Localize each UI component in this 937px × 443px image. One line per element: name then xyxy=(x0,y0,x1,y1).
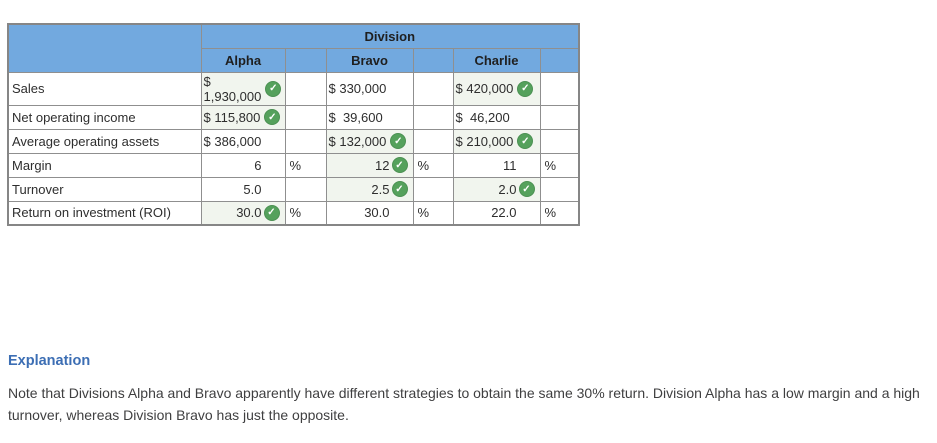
cell-text: 2.5 xyxy=(371,181,390,197)
value-cell-sales-bravo: $ 330,000 xyxy=(325,71,414,106)
cell-text: 6 xyxy=(254,157,262,173)
table-row-margin: Margin 6 % 12 ✓ % 11 % xyxy=(7,152,580,178)
cell-text: 30.0 xyxy=(236,205,262,221)
column-header-bravo: Bravo xyxy=(325,47,414,73)
unit-cell-aoa-alpha xyxy=(284,128,327,154)
division-header: Division xyxy=(200,23,580,49)
check-icon: ✓ xyxy=(391,181,408,197)
value-cell-margin-bravo: 12 ✓ xyxy=(325,152,414,178)
unit-cell-margin-charlie: % xyxy=(539,152,580,178)
results-table-container: Division Alpha Bravo Charlie Sales $ 1,9… xyxy=(7,23,580,226)
unit-header-bravo xyxy=(412,47,454,73)
check-slot: ✓ xyxy=(390,157,411,173)
division-results-table: Division Alpha Bravo Charlie Sales $ 1,9… xyxy=(7,23,580,226)
unit-cell-margin-bravo: % xyxy=(412,152,454,178)
table-row-roi: Return on investment (ROI) 30.0 ✓ % 30.0 … xyxy=(7,200,580,226)
value-cell-roi-charlie: 22.0 xyxy=(452,200,541,226)
value-cell-margin-alpha: 6 xyxy=(200,152,286,178)
table-row-sales: Sales $ 1,930,000 ✓ $ 330,000 $ 420,000 ✓ xyxy=(7,71,580,106)
row-label-roi: Return on investment (ROI) xyxy=(7,200,202,226)
explanation-title: Explanation xyxy=(8,353,91,369)
check-icon: ✓ xyxy=(517,133,534,149)
column-header-alpha: Alpha xyxy=(200,47,286,73)
explanation-section: Explanation Note that Divisions Alpha an… xyxy=(8,353,932,426)
explanation-text: Note that Divisions Alpha and Bravo appa… xyxy=(8,385,920,423)
unit-cell-sales-charlie xyxy=(539,71,580,106)
check-icon: ✓ xyxy=(390,133,407,149)
row-label-sales: Sales xyxy=(7,71,202,106)
unit-header-alpha xyxy=(284,47,327,73)
check-icon: ✓ xyxy=(517,80,534,97)
value-cell-noi-charlie: $ 46,200 xyxy=(452,104,541,130)
row-label-margin: Margin xyxy=(7,152,202,178)
check-icon: ✓ xyxy=(391,157,408,173)
cell-text: $ 115,800 xyxy=(203,109,261,125)
column-header-charlie: Charlie xyxy=(452,47,541,73)
unit-cell-turnover-charlie xyxy=(539,176,580,202)
cell-text: 12 xyxy=(375,157,390,173)
cell-text: $ 46,200 xyxy=(455,109,510,125)
cell-text: $ 386,000 xyxy=(203,133,262,149)
unit-cell-turnover-bravo xyxy=(412,176,454,202)
cell-text: $ 420,000 xyxy=(455,81,514,96)
row-label-net-operating-income: Net operating income xyxy=(7,104,202,130)
cell-text: $ 39,600 xyxy=(328,109,383,125)
check-slot: ✓ xyxy=(517,181,538,197)
cell-text: 11 xyxy=(503,157,517,173)
table-row-turnover: Turnover 5.0 2.5 ✓ 2.0 ✓ xyxy=(7,176,580,202)
value-cell-noi-bravo: $ 39,600 xyxy=(325,104,414,130)
cell-text: $ 210,000 xyxy=(455,133,514,149)
table-row-average-operating-assets: Average operating assets $ 386,000 $ 132… xyxy=(7,128,580,154)
unit-cell-noi-alpha xyxy=(284,104,327,130)
row-label-average-operating-assets: Average operating assets xyxy=(7,128,202,154)
value-cell-roi-alpha: 30.0 ✓ xyxy=(200,200,286,226)
check-icon: ✓ xyxy=(263,204,280,221)
unit-cell-roi-charlie: % xyxy=(539,200,580,226)
unit-cell-aoa-charlie xyxy=(539,128,580,154)
cell-text: 22.0 xyxy=(491,205,517,221)
corner-header-cell xyxy=(7,23,202,73)
unit-cell-noi-charlie xyxy=(539,104,580,130)
check-icon: ✓ xyxy=(265,80,282,97)
cell-text: $ 1,930,000 xyxy=(203,73,262,104)
cell-text: $ 330,000 xyxy=(328,81,387,96)
unit-cell-aoa-bravo xyxy=(412,128,454,154)
value-cell-turnover-alpha: 5.0 xyxy=(200,176,286,202)
value-cell-margin-charlie: 11 xyxy=(452,152,541,178)
value-cell-aoa-charlie: $ 210,000 ✓ xyxy=(452,128,541,154)
unit-cell-sales-alpha xyxy=(284,71,327,106)
check-slot: ✓ xyxy=(390,181,411,197)
value-cell-sales-alpha: $ 1,930,000 ✓ xyxy=(200,71,286,106)
check-icon: ✓ xyxy=(518,181,535,197)
value-cell-noi-alpha: $ 115,800 ✓ xyxy=(200,104,286,130)
value-cell-aoa-alpha: $ 386,000 xyxy=(200,128,286,154)
unit-cell-roi-bravo: % xyxy=(412,200,454,226)
unit-cell-turnover-alpha xyxy=(284,176,327,202)
cell-text: 2.0 xyxy=(498,181,517,197)
table-row-net-operating-income: Net operating income $ 115,800 ✓ $ 39,600… xyxy=(7,104,580,130)
check-icon: ✓ xyxy=(264,109,281,125)
cell-text: 30.0 xyxy=(364,205,390,221)
cell-text: $ 132,000 xyxy=(328,133,387,149)
unit-cell-margin-alpha: % xyxy=(284,152,327,178)
value-cell-sales-charlie: $ 420,000 ✓ xyxy=(452,71,541,106)
check-slot: ✓ xyxy=(262,204,283,221)
cell-text: 5.0 xyxy=(243,181,262,197)
unit-header-charlie xyxy=(539,47,580,73)
unit-cell-roi-alpha: % xyxy=(284,200,327,226)
value-cell-aoa-bravo: $ 132,000 ✓ xyxy=(325,128,414,154)
value-cell-roi-bravo: 30.0 xyxy=(325,200,414,226)
value-cell-turnover-bravo: 2.5 ✓ xyxy=(325,176,414,202)
row-label-turnover: Turnover xyxy=(7,176,202,202)
unit-cell-noi-bravo xyxy=(412,104,454,130)
unit-cell-sales-bravo xyxy=(412,71,454,106)
value-cell-turnover-charlie: 2.0 ✓ xyxy=(452,176,541,202)
